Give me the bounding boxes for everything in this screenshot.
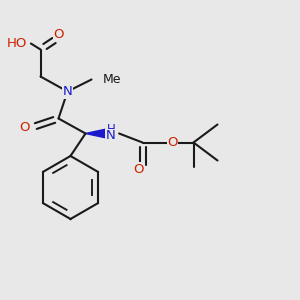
- Polygon shape: [85, 129, 105, 138]
- Text: HO: HO: [6, 37, 27, 50]
- Text: O: O: [167, 136, 178, 149]
- Text: N: N: [63, 85, 72, 98]
- Text: O: O: [53, 28, 64, 41]
- Text: N: N: [106, 129, 115, 142]
- Text: O: O: [20, 121, 30, 134]
- Text: Me: Me: [102, 73, 121, 86]
- Text: O: O: [134, 163, 144, 176]
- Text: H: H: [107, 123, 116, 136]
